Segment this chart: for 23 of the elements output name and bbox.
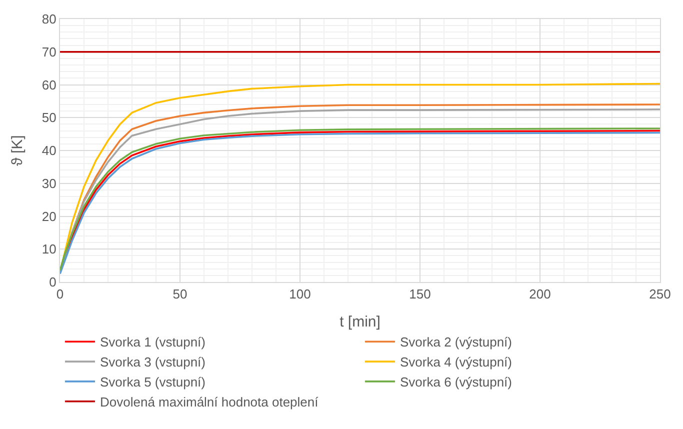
y-tick-label: 30 xyxy=(42,176,56,191)
legend-label: Svorka 1 (vstupní) xyxy=(100,334,206,350)
y-tick-label: 20 xyxy=(42,208,56,224)
x-tick-label: 250 xyxy=(649,286,671,302)
y-tick-label: 60 xyxy=(42,77,56,92)
x-tick-label: 50 xyxy=(172,286,188,302)
legend-label: Svorka 6 (výstupní) xyxy=(400,374,512,390)
y-tick-label: 70 xyxy=(42,44,56,60)
y-tick-label: 0 xyxy=(49,274,56,290)
y-tick-label: 40 xyxy=(42,143,56,158)
legend-label: Svorka 2 (výstupní) xyxy=(400,334,512,350)
x-tick-label: 100 xyxy=(289,286,311,302)
legend-label: Dovolená maximální hodnota oteplení xyxy=(100,394,319,410)
x-axis-title: t [min] xyxy=(340,314,380,331)
y-axis-title: ϑ [K] xyxy=(9,135,26,166)
x-tick-label: 150 xyxy=(409,286,431,302)
y-tick-label: 50 xyxy=(42,110,56,126)
y-tick-label: 80 xyxy=(42,12,56,27)
x-tick-label: 200 xyxy=(529,286,551,302)
legend-label: Svorka 4 (výstupní) xyxy=(400,354,512,370)
legend-label: Svorka 5 (vstupní) xyxy=(100,374,206,390)
legend-label: Svorka 3 (vstupní) xyxy=(100,354,206,370)
y-tick-label: 10 xyxy=(42,242,56,257)
